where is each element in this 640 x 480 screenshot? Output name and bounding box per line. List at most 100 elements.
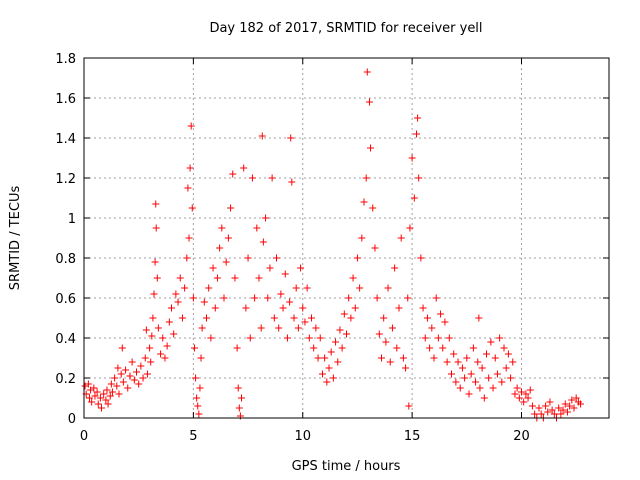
data-point xyxy=(299,304,307,312)
data-point xyxy=(522,390,530,398)
data-point xyxy=(441,318,449,326)
data-point xyxy=(165,318,173,326)
data-point xyxy=(428,324,436,332)
data-point xyxy=(493,370,501,378)
data-point xyxy=(91,392,99,400)
data-point xyxy=(520,398,528,406)
data-point xyxy=(391,264,399,272)
data-point xyxy=(275,324,283,332)
data-point xyxy=(408,154,416,162)
data-point xyxy=(142,326,150,334)
data-point xyxy=(448,370,455,378)
data-point xyxy=(108,388,116,396)
data-point xyxy=(566,402,574,410)
data-point xyxy=(257,324,265,332)
y-tick-label: 1.6 xyxy=(55,92,76,107)
data-point xyxy=(452,378,460,386)
y-tick-label: 1.2 xyxy=(55,172,76,187)
data-point xyxy=(312,324,320,332)
data-point xyxy=(90,384,98,392)
data-point xyxy=(375,330,383,338)
data-point xyxy=(458,364,466,372)
data-point xyxy=(198,324,206,332)
data-point xyxy=(546,398,554,406)
data-point xyxy=(461,374,469,382)
data-point xyxy=(196,384,204,392)
y-axis-label: SRMTID / TECUs xyxy=(8,186,23,291)
data-point xyxy=(472,378,480,386)
data-point xyxy=(188,204,196,212)
data-point xyxy=(273,254,280,262)
data-point xyxy=(456,384,464,392)
data-point xyxy=(314,354,322,362)
data-point xyxy=(577,400,585,408)
data-point xyxy=(513,384,521,392)
data-point xyxy=(135,380,143,388)
data-point xyxy=(463,354,471,362)
data-point xyxy=(450,350,458,358)
data-point xyxy=(235,404,243,412)
data-point xyxy=(176,274,184,282)
data-point xyxy=(384,284,392,292)
data-point xyxy=(231,274,239,282)
data-point xyxy=(192,374,200,382)
data-point xyxy=(102,396,110,404)
data-point xyxy=(395,304,403,312)
data-point xyxy=(476,384,484,392)
data-point xyxy=(373,294,381,302)
data-point xyxy=(367,144,375,152)
data-point xyxy=(207,334,215,342)
y-tick-label: 1.8 xyxy=(55,52,76,67)
data-point xyxy=(559,406,567,414)
data-point xyxy=(152,224,160,232)
data-point xyxy=(489,384,497,392)
data-point xyxy=(286,298,294,306)
y-tick-label: 0.2 xyxy=(55,372,76,387)
data-point xyxy=(393,344,401,352)
data-point xyxy=(248,174,256,182)
data-point xyxy=(195,410,203,418)
data-point xyxy=(316,334,324,342)
x-tick-label: 20 xyxy=(513,429,530,444)
data-point xyxy=(190,344,198,352)
data-point xyxy=(386,358,394,366)
data-point xyxy=(220,294,228,302)
data-point xyxy=(238,394,245,402)
data-point xyxy=(189,294,197,302)
data-point xyxy=(434,334,442,342)
data-point xyxy=(480,394,488,402)
data-point xyxy=(234,384,242,392)
data-point xyxy=(163,342,171,350)
data-point xyxy=(491,354,499,362)
data-point xyxy=(474,358,482,366)
data-point xyxy=(244,254,252,262)
data-point xyxy=(259,238,267,246)
data-point xyxy=(325,364,333,372)
data-point xyxy=(417,254,425,262)
data-point xyxy=(118,344,126,352)
data-point xyxy=(130,376,138,384)
x-tick-label: 5 xyxy=(189,429,197,444)
data-point xyxy=(303,284,311,292)
data-point xyxy=(340,310,348,318)
data-point xyxy=(570,404,578,412)
data-point xyxy=(150,290,158,298)
data-point xyxy=(336,326,344,334)
data-point xyxy=(218,224,226,232)
data-point xyxy=(161,354,169,362)
data-point xyxy=(88,398,96,406)
data-point xyxy=(181,284,189,292)
data-point xyxy=(117,370,125,378)
data-point xyxy=(137,362,145,370)
data-point xyxy=(216,244,224,252)
data-point xyxy=(153,274,161,282)
data-point xyxy=(174,298,182,306)
data-point xyxy=(151,258,159,266)
data-point xyxy=(498,378,506,386)
data-point xyxy=(329,374,337,382)
data-point xyxy=(264,294,272,302)
data-point xyxy=(321,354,329,362)
data-point xyxy=(183,254,191,262)
data-point xyxy=(511,390,519,398)
